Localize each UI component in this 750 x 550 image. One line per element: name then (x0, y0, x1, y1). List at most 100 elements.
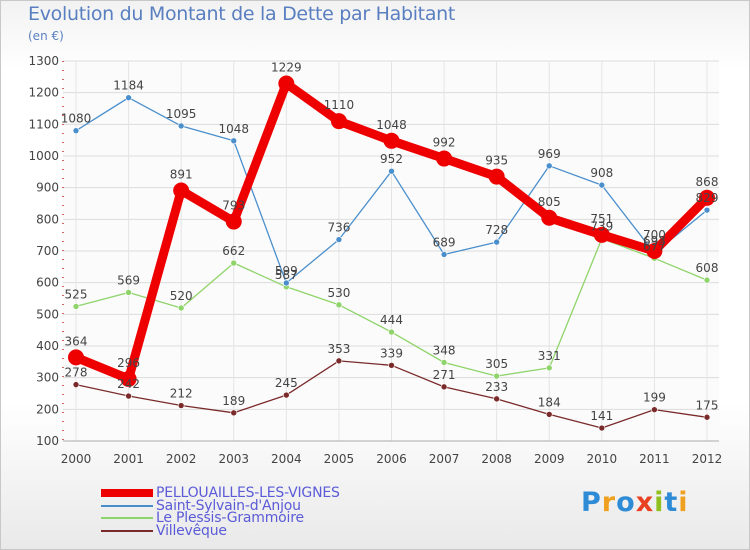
data-label: 1229 (271, 60, 302, 74)
data-label: 728 (485, 223, 508, 237)
y-tick-label: 700 (36, 244, 59, 258)
data-label: 305 (485, 357, 508, 371)
data-point (230, 259, 238, 267)
data-point (703, 276, 711, 284)
data-label: 348 (433, 343, 456, 357)
data-label: 1080 (61, 112, 92, 126)
data-label: 689 (433, 235, 456, 249)
data-label: 331 (538, 349, 561, 363)
data-label: 805 (538, 195, 561, 209)
data-label: 693 (643, 234, 666, 248)
legend-swatch (101, 489, 153, 498)
data-point (493, 238, 500, 246)
data-label: 829 (696, 191, 719, 205)
legend-label: PELLOUAILLES-LES-VIGNES (156, 485, 340, 501)
data-label: 736 (327, 221, 350, 235)
data-point (545, 364, 553, 372)
logo-letter: r (601, 487, 617, 518)
logo-letter: t (664, 487, 679, 518)
data-point (703, 413, 711, 421)
data-label: 520 (170, 289, 193, 303)
data-point (330, 113, 347, 130)
data-label: 199 (643, 391, 666, 405)
data-label: 175 (696, 398, 719, 412)
y-tick-label: 1300 (28, 54, 59, 68)
data-label: 677 (643, 239, 666, 253)
data-point (440, 383, 448, 391)
data-label: 278 (65, 366, 88, 380)
logo-letter: i (654, 487, 665, 518)
data-point (440, 251, 448, 258)
data-point (388, 362, 395, 369)
logo-letter: x (635, 487, 655, 518)
proxiti-logo: Proxiti (581, 487, 689, 518)
legend-swatch (101, 529, 153, 532)
x-tick-label: 2006 (376, 452, 407, 466)
x-tick-label: 2012 (692, 452, 723, 466)
logo-letter: i (678, 487, 689, 518)
x-tick-label: 2008 (481, 452, 512, 466)
data-label: 608 (696, 261, 719, 275)
legend-swatch (101, 517, 153, 520)
data-point (177, 304, 185, 312)
data-label: 271 (433, 368, 456, 382)
data-point (335, 301, 343, 309)
data-point (646, 243, 663, 259)
x-tick-label: 2011 (639, 452, 670, 466)
data-point (545, 411, 553, 418)
y-tick-label: 1100 (28, 117, 59, 131)
data-point (383, 132, 400, 149)
data-label: 952 (380, 152, 403, 166)
data-label: 739 (590, 220, 613, 234)
data-label: 364 (65, 334, 88, 348)
data-point (488, 168, 505, 185)
data-point (493, 395, 500, 403)
data-point (699, 189, 715, 206)
data-point (72, 127, 80, 134)
y-tick-label: 900 (36, 181, 59, 195)
data-label: 212 (170, 387, 193, 401)
legend-label: Saint-Sylvain-d'Anjou (156, 497, 301, 514)
data-label: 141 (590, 409, 613, 423)
data-point (230, 409, 238, 417)
data-point (493, 372, 500, 380)
data-label: 599 (275, 264, 298, 278)
data-point (68, 349, 84, 366)
data-label: 444 (380, 313, 403, 327)
data-label: 935 (485, 154, 508, 168)
data-point (283, 391, 290, 399)
x-tick-label: 2005 (324, 452, 355, 466)
data-label: 569 (117, 273, 140, 287)
data-point (125, 392, 132, 400)
x-tick-label: 2003 (218, 452, 249, 466)
data-label: 233 (485, 380, 508, 394)
data-label: 525 (65, 287, 88, 301)
x-tick-label: 2000 (61, 452, 92, 466)
data-point (440, 359, 448, 366)
legend-label: Le Plessis-Grammoire (156, 510, 304, 526)
data-point (598, 424, 606, 432)
data-label: 969 (538, 147, 561, 161)
chart-title: Evolution du Montant de la Dette par Hab… (28, 3, 456, 25)
data-label: 1048 (218, 122, 249, 136)
x-tick-label: 2002 (166, 452, 197, 466)
data-point (225, 213, 242, 230)
x-tick-label: 2009 (534, 452, 565, 466)
y-tick-label: 500 (36, 307, 59, 321)
data-label: 868 (696, 175, 719, 189)
data-label: 751 (590, 212, 613, 226)
data-point (335, 236, 343, 243)
data-label: 353 (327, 342, 350, 356)
data-label: 793 (222, 199, 245, 213)
data-point (177, 122, 185, 130)
y-tick-label: 600 (36, 276, 59, 290)
data-point (283, 279, 290, 287)
data-label: 992 (433, 136, 456, 150)
data-point (598, 181, 606, 189)
data-label: 891 (170, 168, 193, 182)
data-point (651, 406, 658, 413)
data-point (541, 209, 558, 226)
data-label: 1110 (324, 98, 355, 112)
data-point (72, 303, 80, 310)
